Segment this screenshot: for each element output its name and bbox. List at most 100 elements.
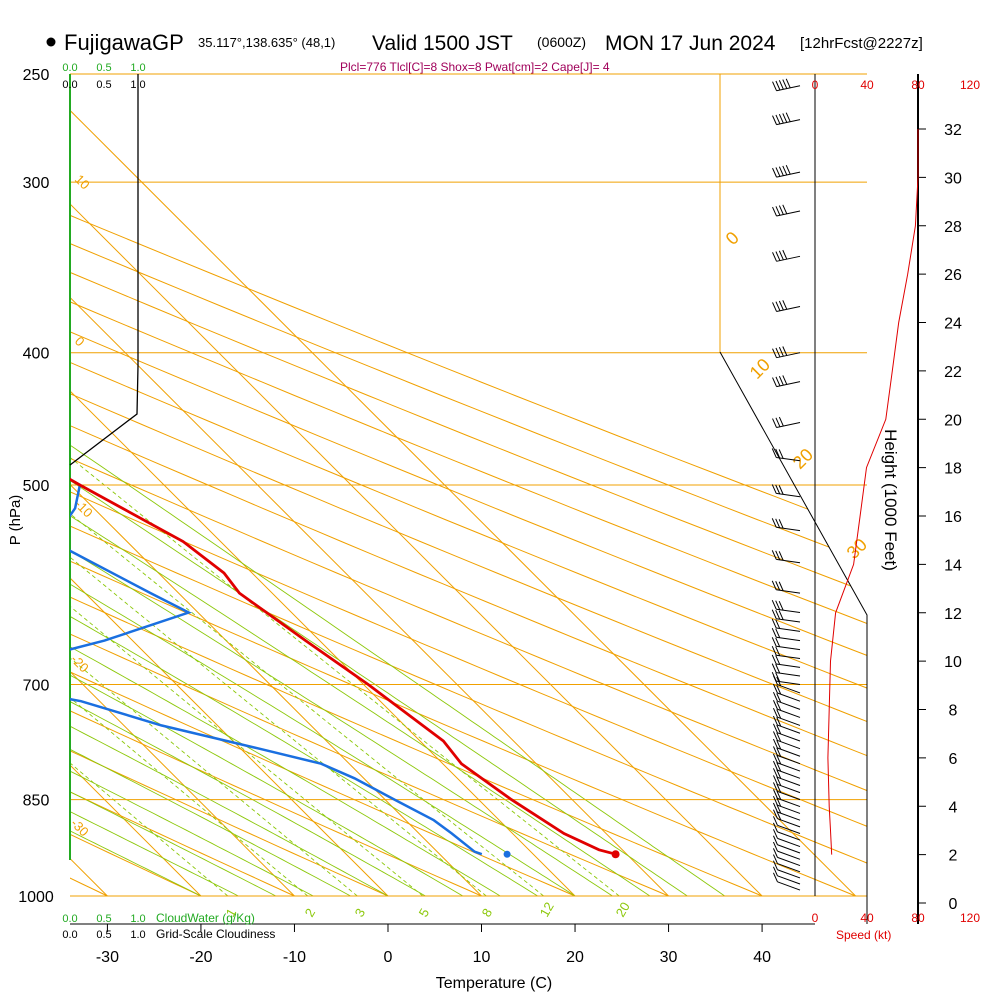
wind-barb-staff (777, 755, 801, 765)
wind-barb-flag (772, 802, 778, 813)
isotherm (0, 74, 14, 896)
wind-barb-flag (772, 816, 778, 826)
wind-barb-flag (772, 418, 777, 428)
dewpoint-line (70, 74, 483, 856)
isotherm-label: 20 (789, 445, 817, 473)
wind-barb-staff (777, 776, 801, 786)
wind-barb-staff (776, 672, 801, 677)
wind-barb-flag (771, 448, 777, 458)
moist-adiabat (70, 74, 464, 897)
y-axis-title: P (hPa) (7, 495, 24, 546)
dry-adiabat (70, 74, 867, 897)
wind-barb (772, 860, 801, 879)
wind-barb (772, 700, 801, 718)
moist-adiabat (70, 74, 389, 897)
wind-barb-flag (771, 637, 777, 647)
wind-barb (772, 715, 801, 734)
wind-barb (771, 550, 801, 564)
wind-barb (772, 731, 801, 750)
wind-barb (772, 375, 801, 388)
pressure-tick-label: 300 (23, 175, 50, 192)
mixing-ratio-label: 3 (352, 906, 369, 920)
wind-barb (772, 691, 801, 710)
wind-barb-staff (776, 352, 801, 359)
wind-barb-flag (778, 416, 784, 427)
wind-barb (772, 872, 801, 891)
wind-barb-flag (776, 724, 782, 735)
wind-barb-flag (775, 637, 781, 647)
wind-barb-flag (772, 872, 778, 883)
dry-adiabat (70, 74, 295, 897)
wind-barb (771, 580, 801, 594)
height-tick-label: 32 (944, 122, 962, 139)
wind-barb (772, 112, 801, 126)
wind-barb-flag (778, 80, 784, 90)
wind-barb-flag (776, 740, 782, 750)
dry-adiabat (70, 74, 867, 897)
valid-label: Valid 1500 JST (372, 32, 513, 55)
wind-speed-tick-bottom: 40 (860, 911, 874, 925)
wind-barb-flag (776, 797, 782, 807)
wind-barb-staff (777, 804, 801, 814)
wind-barb (771, 645, 801, 660)
wind-speed-panel: 0246810121416182022242628303200404080801… (812, 74, 980, 925)
wind-barb (772, 346, 801, 359)
wind-barb-flag (772, 206, 777, 217)
height-tick-label: 28 (944, 219, 962, 236)
dry-adiabat (70, 74, 867, 897)
wind-barb (771, 448, 801, 462)
wind-barb-staff (777, 684, 801, 694)
wind-speed-tick-top: 40 (860, 78, 874, 92)
wind-barb-flag (771, 609, 777, 619)
mixing-ratio-label: 12 (537, 899, 557, 919)
mixing-ratio-line (70, 352, 424, 897)
wind-barb-flag (772, 81, 777, 91)
wind-barb-flag (771, 518, 777, 528)
cloudiness-tick: 0.5 (96, 79, 111, 91)
wind-barb (772, 796, 801, 814)
wind-barb-staff (776, 85, 801, 92)
dry-adiabat (0, 74, 14, 896)
wind-barb-flag (778, 250, 784, 261)
wind-barb (771, 609, 801, 623)
wind-barb-flag (775, 619, 781, 629)
temperature-tick-label: 20 (566, 949, 584, 966)
wind-barb-flag (776, 769, 782, 779)
surface-temperature-marker (611, 850, 620, 859)
wind-barb-flag (782, 79, 788, 89)
cloudwater-tick: 0.0 (62, 913, 77, 925)
wind-barb-staff (777, 716, 801, 726)
wind-barb-flag (775, 417, 781, 427)
wind-barb-flag (775, 672, 781, 682)
moist-adiabat (70, 74, 725, 897)
wind-barb-staff (777, 739, 801, 750)
wind-barb-staff (776, 654, 801, 660)
wind-barb-flag (772, 822, 778, 833)
wind-barb (771, 518, 801, 532)
wind-barb-staff (776, 422, 801, 429)
height-axis-title: Height (1000 Feet) (881, 429, 900, 571)
wind-barb-staff (777, 837, 801, 848)
wind-barb (771, 600, 801, 614)
forecast-info: [12hrFcst@2227z] (800, 35, 923, 52)
wind-barb (772, 789, 801, 808)
wind-barb-flag (775, 655, 781, 665)
cloudiness-tick: 0.5 (96, 929, 111, 941)
wind-speed-tick-bottom: 80 (911, 911, 925, 925)
wind-barb-flag (771, 600, 777, 610)
wind-barb-flag (775, 114, 781, 125)
pressure-tick-label: 250 (23, 67, 50, 84)
wind-barb-flag (772, 115, 777, 125)
background-lines (0, 74, 867, 897)
wind-barb (771, 663, 801, 677)
wind-barb-flag (778, 449, 784, 459)
mixing-ratio-line (70, 352, 544, 897)
wind-barb-staff (777, 747, 801, 757)
wind-speed-line (827, 129, 919, 855)
dry-adiabat (70, 74, 867, 897)
indices-text: Plcl=776 Tlcl[C]=8 Shox=8 Pwat[cm]=2 Cap… (340, 60, 610, 74)
isobars (70, 73, 868, 924)
height-tick-label: 4 (949, 799, 958, 816)
